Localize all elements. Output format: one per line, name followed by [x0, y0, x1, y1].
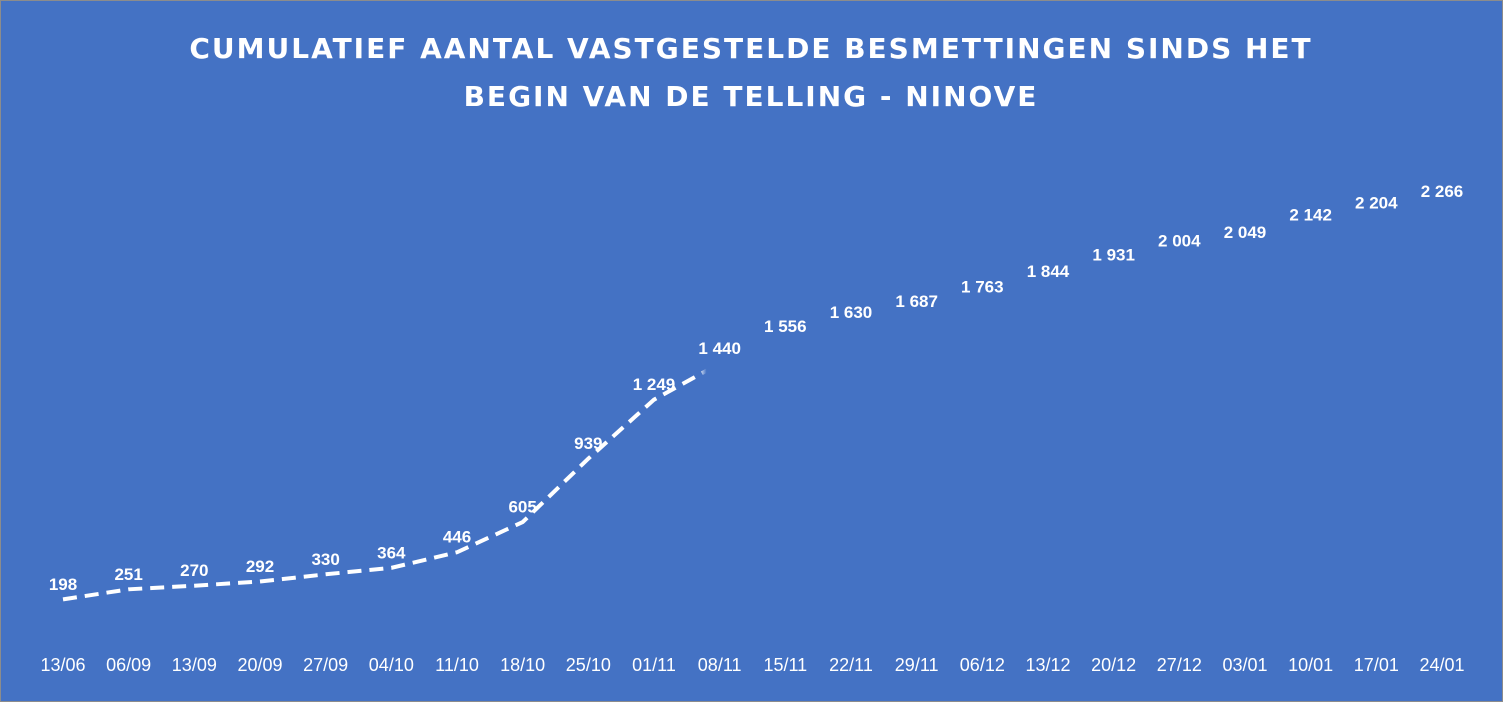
- x-tick-label: 04/10: [369, 655, 414, 675]
- x-tick-label: 06/12: [960, 655, 1005, 675]
- value-label: 1 844: [1027, 262, 1070, 281]
- x-tick-label: 06/09: [106, 655, 151, 675]
- value-label: 1 931: [1092, 246, 1135, 265]
- value-label: 1 440: [698, 339, 741, 358]
- chart-title: CUMULATIEF AANTAL VASTGESTELDE BESMETTIN…: [189, 32, 1313, 113]
- value-label: 2 266: [1421, 182, 1464, 201]
- x-tick-label: 13/06: [40, 655, 85, 675]
- value-label: 2 004: [1158, 232, 1201, 251]
- x-tick-label: 25/10: [566, 655, 611, 675]
- value-label: 270: [180, 561, 208, 580]
- value-label: 1 687: [895, 292, 938, 311]
- x-tick-label: 27/09: [303, 655, 348, 675]
- x-tick-label: 29/11: [895, 655, 939, 675]
- value-label: 2 204: [1355, 194, 1398, 213]
- x-tick-label: 15/11: [763, 655, 807, 675]
- value-label: 292: [246, 557, 274, 576]
- value-label: 1 249: [633, 375, 676, 394]
- x-tick-label: 08/11: [698, 655, 742, 675]
- value-label: 605: [508, 498, 536, 517]
- value-label: 364: [377, 543, 406, 562]
- x-tick-label: 27/12: [1157, 655, 1202, 675]
- data-line: [62, 204, 1443, 602]
- value-label: 446: [443, 528, 471, 547]
- x-tick-label: 20/09: [237, 655, 282, 675]
- value-label: 1 763: [961, 278, 1004, 297]
- value-label: 1 556: [764, 317, 807, 336]
- value-label: 251: [114, 565, 142, 584]
- value-label: 330: [311, 550, 339, 569]
- x-tick-label: 13/12: [1025, 655, 1070, 675]
- value-label: 198: [49, 575, 77, 594]
- x-tick-label: 24/01: [1419, 655, 1464, 675]
- x-tick-label: 10/01: [1288, 655, 1333, 675]
- x-tick-label: 13/09: [172, 655, 217, 675]
- value-label: 2 142: [1289, 206, 1332, 225]
- x-tick-label: 18/10: [500, 655, 545, 675]
- x-tick-label: 17/01: [1354, 655, 1399, 675]
- x-tick-label: 22/11: [829, 655, 873, 675]
- x-tick-label: 20/12: [1091, 655, 1136, 675]
- value-label: 1 630: [830, 303, 873, 322]
- value-label: 939: [574, 434, 602, 453]
- x-tick-label: 03/01: [1222, 655, 1267, 675]
- x-tick-label: 01/11: [632, 655, 676, 675]
- x-tick-label: 11/10: [435, 655, 479, 675]
- value-label: 2 049: [1224, 223, 1267, 242]
